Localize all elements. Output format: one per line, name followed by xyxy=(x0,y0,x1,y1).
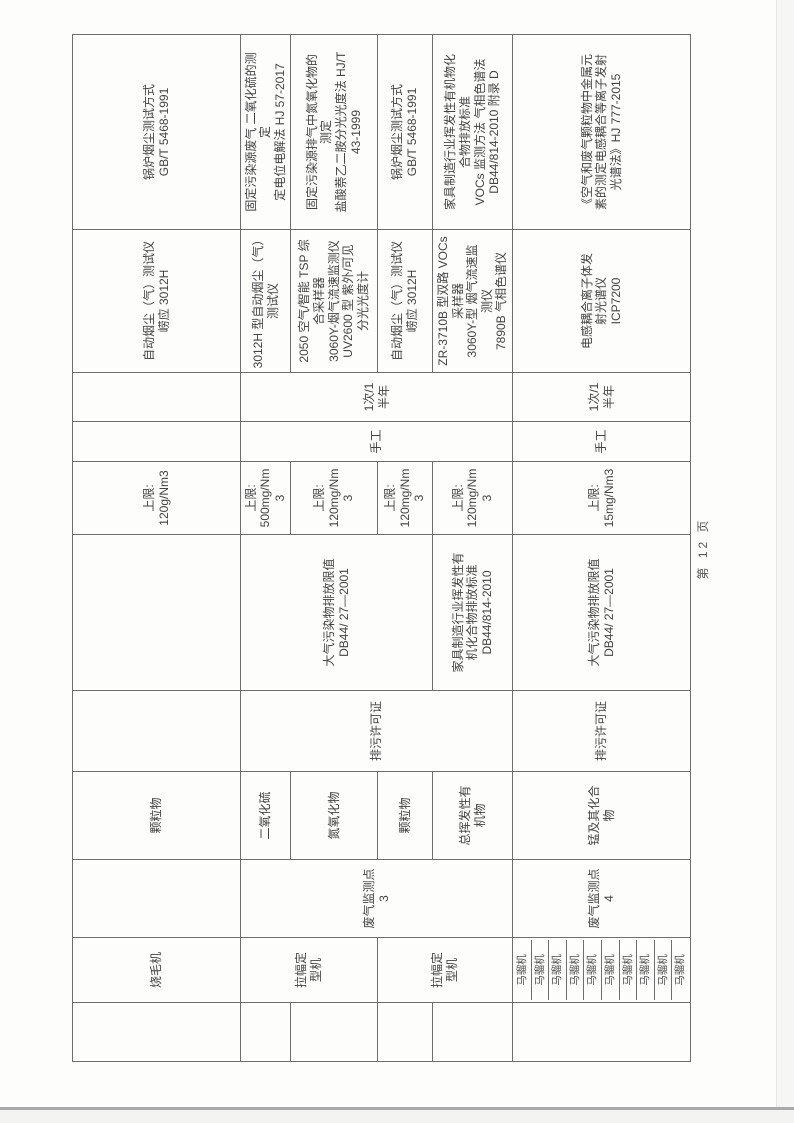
cell-r2-blank xyxy=(240,1002,291,1062)
machine-item: 马骝机 xyxy=(514,940,532,1000)
page-edge-shadow-bottom xyxy=(0,1107,794,1110)
page-edge-shadow-right xyxy=(776,0,794,1123)
machine-item: 马骝机 xyxy=(531,940,550,1000)
cell-r4-blank xyxy=(377,1002,433,1062)
cell-r2r5-permit: 排污许可证 xyxy=(240,690,513,772)
cell-r4-limit: 上限: 120mg/Nm 3 xyxy=(377,461,433,535)
machine-list: 马骝机 马骝机 马骝机 马骝机 马骝机 马骝机 马骝机 马骝机 马骝机 马骝机 xyxy=(514,940,689,1000)
cell-r4-method: 锅炉烟尘测试方式 GB/T 5468-1991 xyxy=(377,34,433,230)
cell-r6-frequency: 1次/1 半年 xyxy=(512,372,691,422)
cell-r6-point: 废气监测点 4 xyxy=(512,859,691,938)
cell-r6-limit: 上限: 15mg/Nm3 xyxy=(512,461,691,535)
cell-r5-standard: 家具制造行业挥发性有 机化合物排放标准 DB44/814-2010 xyxy=(432,534,513,691)
cell-r5-method: 家具制造行业挥发性有机物化 合物排放标准 VOCs 监测方法 气相色谱法 DB4… xyxy=(432,34,513,230)
cell-r6-equipment-list: 马骝机 马骝机 马骝机 马骝机 马骝机 马骝机 马骝机 马骝机 马骝机 马骝机 xyxy=(512,937,691,1003)
machine-item: 马骝机 xyxy=(549,940,567,1000)
page-number: 第 12 页 xyxy=(696,517,710,580)
cell-r1-method: 锅炉烟尘测试方式 GB/T 5468-1991 xyxy=(72,34,241,230)
cell-r1-permit xyxy=(72,690,241,772)
cell-r3-blank xyxy=(290,1002,378,1062)
cell-r4-instrument: 自动烟尘（气）测试仪 崂应 3012H xyxy=(377,229,433,373)
cell-r2r3-equipment: 拉幅定 型机 xyxy=(240,937,378,1003)
machine-item: 马骝机 xyxy=(654,940,673,1000)
rotated-table-container: 烧毛机 颗粒物 上限: 120g/Nm3 自动烟尘（气）测试仪 崂应 3012H… xyxy=(72,34,722,1062)
cell-r1-pollutant: 颗粒物 xyxy=(72,771,241,860)
monitoring-table: 烧毛机 颗粒物 上限: 120g/Nm3 自动烟尘（气）测试仪 崂应 3012H… xyxy=(72,34,691,1062)
cell-r5-blank xyxy=(432,1002,513,1062)
cell-r2r5-point: 废气监测点 3 xyxy=(240,859,513,938)
machine-item: 马骝机 xyxy=(566,940,585,1000)
machine-item: 马骝机 xyxy=(674,954,687,986)
cell-r6-method: 《空气和废气颗粒物中金属元 素的测定电感耦合等离子发射 光谱法》HJ 777-2… xyxy=(512,34,691,230)
cell-r1-equipment: 烧毛机 xyxy=(72,937,241,1003)
cell-r4r5-equipment: 拉幅定 型机 xyxy=(377,937,513,1003)
cell-r1-point xyxy=(72,859,241,938)
machine-item: 马骝机 xyxy=(584,940,602,1000)
cell-r2-instrument: 3012H 型自动烟尘（气） 测试仪 xyxy=(240,229,291,373)
cell-r6-permit: 排污许可证 xyxy=(512,690,691,772)
cell-r3-limit: 上限: 120mg/Nm 3 xyxy=(290,461,378,535)
cell-r3-method: 固定污染源排气中氮氧化物的 测定 盐酸萘乙二胺分光光度法 HJ/T 43-199… xyxy=(290,34,378,230)
cell-r1-blank xyxy=(72,1002,241,1062)
cell-r4-pollutant: 颗粒物 xyxy=(377,771,433,860)
cell-r2r5-frequency: 1次/1 半年 xyxy=(240,372,513,422)
cell-r3-instrument: 2050 空气/智能 TSP 综 合采样器 3060Y-烟气流速监测仪 UV26… xyxy=(290,229,378,373)
machine-item: 马骝机 xyxy=(601,940,620,1000)
cell-r5-limit: 上限: 120mg/Nm 3 xyxy=(432,461,513,535)
machine-item: 马骝机 xyxy=(619,940,638,1000)
cell-r2-method: 固定污染源废气 二氧化硫的测 定 定电位电解法 HJ 57-2017 xyxy=(240,34,291,230)
cell-r5-instrument: ZR-3710B 型双路 VOCs 采样器 3060Y-型 烟气流速监 测仪 7… xyxy=(432,229,513,373)
cell-r1-standard xyxy=(72,534,241,691)
cell-r1-mode xyxy=(72,421,241,462)
cell-r1-limit: 上限: 120g/Nm3 xyxy=(72,461,241,535)
machine-item: 马骝机 xyxy=(637,940,655,1000)
cell-r3-pollutant: 氮氧化物 xyxy=(290,771,378,860)
page-edge-fade-bottom xyxy=(0,1110,794,1123)
cell-r1-frequency xyxy=(72,372,241,422)
cell-r1-instrument: 自动烟尘（气）测试仪 崂应 3012H xyxy=(72,229,241,373)
cell-r2-limit: 上限: 500mg/Nm 3 xyxy=(240,461,291,535)
cell-r2r5-mode: 手工 xyxy=(240,421,513,462)
cell-r2r4-standard: 大气污染物排放限值 DB44/ 27—2001 xyxy=(240,534,433,691)
cell-r6-blank xyxy=(512,1002,691,1062)
cell-r2-pollutant: 二氧化硫 xyxy=(240,771,291,860)
cell-r6-pollutant: 锰及其化合 物 xyxy=(512,771,691,860)
cell-r6-mode: 手工 xyxy=(512,421,691,462)
cell-r6-instrument: 电感耦合离子体发 射光谱仪 ICP7200 xyxy=(512,229,691,373)
cell-r6-standard: 大气污染物排放限值 DB44/ 27—2001 xyxy=(512,534,691,691)
cell-r5-pollutant: 总挥发性有 机物 xyxy=(432,771,513,860)
